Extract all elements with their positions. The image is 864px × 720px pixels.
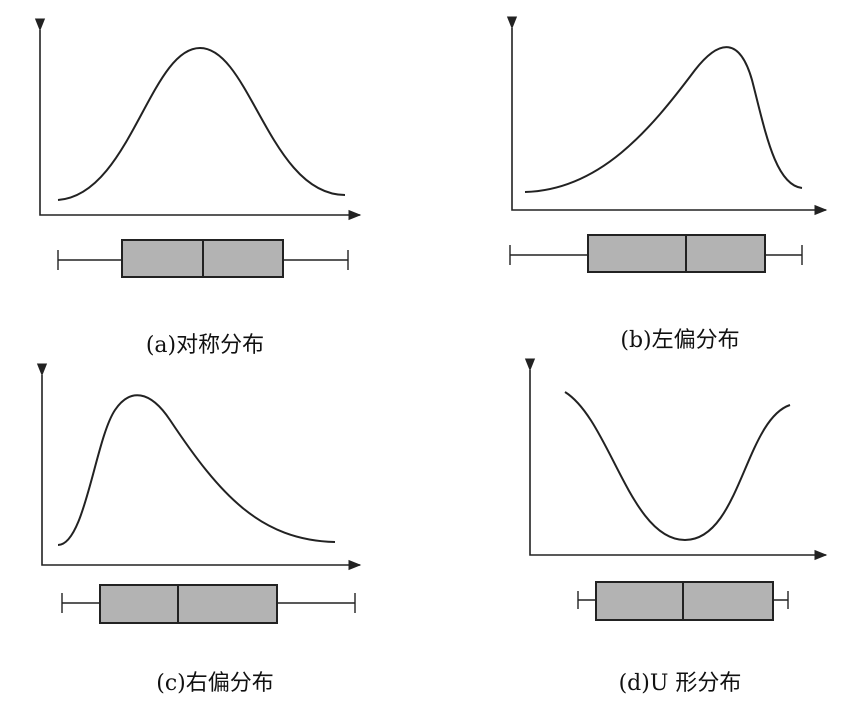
curve <box>57 46 346 201</box>
panel-c: (c)右偏分布 <box>36 363 362 696</box>
axes <box>506 16 828 216</box>
caption: (a)对称分布 <box>146 333 264 358</box>
panel-d: (d)U 形分布 <box>524 358 828 696</box>
box <box>99 584 278 624</box>
panel-a: (a)对称分布 <box>34 18 362 358</box>
caption: (b)左偏分布 <box>620 328 739 353</box>
caption: (d)U 形分布 <box>619 671 742 696</box>
axes <box>34 18 362 221</box>
curve <box>57 394 336 546</box>
box <box>595 581 774 621</box>
curve <box>524 46 803 193</box>
caption: (c)右偏分布 <box>156 671 274 696</box>
axes <box>36 363 362 571</box>
axes <box>524 358 828 561</box>
curve <box>564 391 791 542</box>
box <box>587 234 766 273</box>
panel-b: (b)左偏分布 <box>506 16 828 353</box>
